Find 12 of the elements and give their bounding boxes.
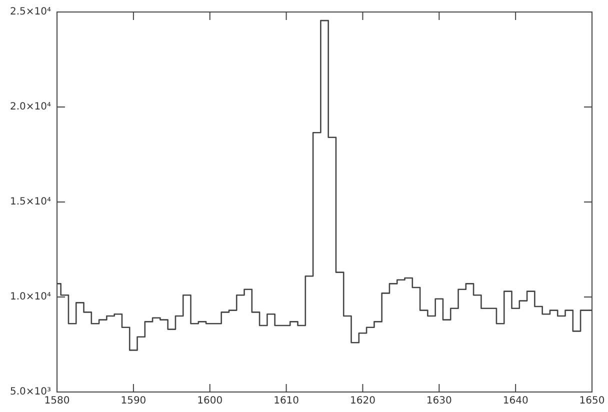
x-tick-label: 1580 [44, 396, 70, 407]
x-tick-label: 1600 [197, 396, 223, 407]
x-tick-label: 1610 [274, 396, 300, 407]
y-tick-label: 2.0×10⁴ [10, 102, 52, 113]
x-tick-label: 1590 [120, 396, 146, 407]
x-tick-label: 1630 [426, 396, 452, 407]
x-tick-label: 1650 [579, 396, 605, 407]
y-tick-label: 1.0×10⁴ [10, 292, 52, 303]
x-tick-label: 1640 [502, 396, 528, 407]
x-tick-label: 1620 [350, 396, 376, 407]
y-tick-label: 2.5×10⁴ [10, 6, 52, 18]
y-tick-label: 1.5×10⁴ [10, 196, 52, 208]
